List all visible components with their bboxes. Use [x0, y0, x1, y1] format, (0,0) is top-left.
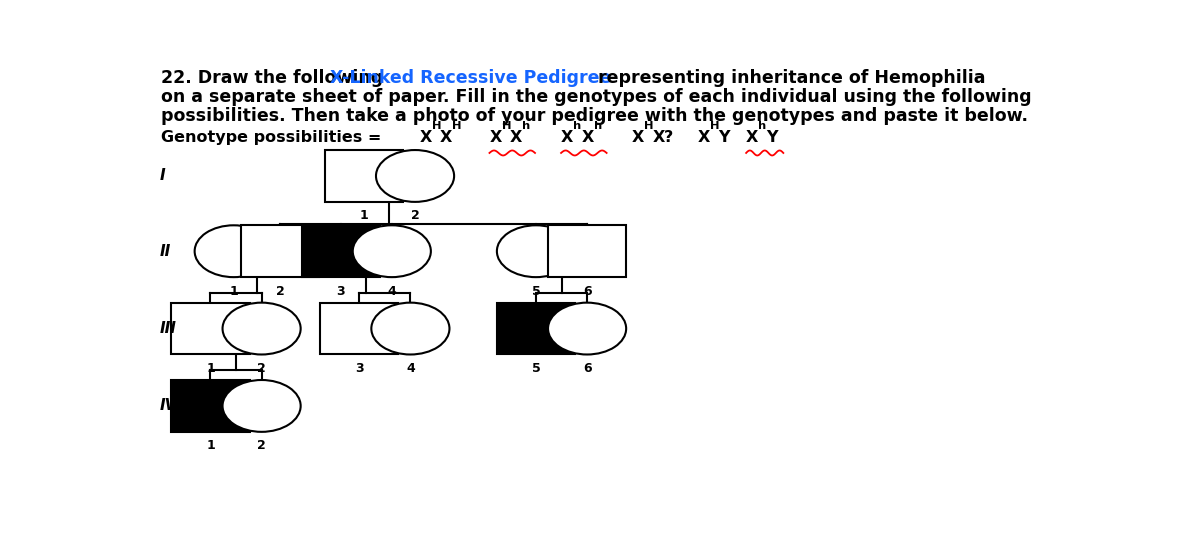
- Text: III: III: [160, 321, 176, 336]
- Text: 2: 2: [257, 439, 266, 452]
- Text: h: h: [522, 121, 530, 131]
- Text: h: h: [574, 121, 582, 131]
- Text: I: I: [160, 168, 164, 184]
- Text: X: X: [697, 130, 710, 145]
- Text: 6: 6: [583, 362, 592, 375]
- Text: H: H: [710, 121, 719, 131]
- Text: 5: 5: [532, 285, 540, 298]
- Text: h: h: [594, 121, 602, 131]
- Ellipse shape: [371, 302, 450, 355]
- Text: IV: IV: [160, 399, 176, 413]
- FancyBboxPatch shape: [241, 225, 319, 277]
- Text: II: II: [160, 244, 170, 258]
- Text: X: X: [510, 130, 522, 145]
- FancyBboxPatch shape: [325, 150, 403, 202]
- Text: representing inheritance of Hemophilia: representing inheritance of Hemophilia: [592, 70, 985, 87]
- Ellipse shape: [548, 302, 626, 355]
- Text: X: X: [420, 130, 432, 145]
- Ellipse shape: [194, 225, 272, 277]
- Text: 4: 4: [388, 285, 396, 298]
- Text: possibilities. Then take a photo of your pedigree with the genotypes and paste i: possibilities. Then take a photo of your…: [161, 107, 1028, 125]
- Text: 3: 3: [336, 285, 344, 298]
- Text: on a separate sheet of paper. Fill in the genotypes of each individual using the: on a separate sheet of paper. Fill in th…: [161, 88, 1032, 106]
- Text: H: H: [502, 121, 511, 131]
- FancyBboxPatch shape: [548, 225, 626, 277]
- Text: X: X: [562, 130, 574, 145]
- Text: 1: 1: [229, 285, 238, 298]
- Text: ?: ?: [665, 130, 673, 145]
- Text: X: X: [653, 130, 665, 145]
- Text: X: X: [582, 130, 594, 145]
- Text: H: H: [432, 121, 442, 131]
- Text: h: h: [758, 121, 767, 131]
- FancyBboxPatch shape: [497, 302, 575, 355]
- FancyBboxPatch shape: [301, 225, 379, 277]
- Text: 2: 2: [257, 362, 266, 375]
- Text: 3: 3: [355, 362, 364, 375]
- Text: H: H: [452, 121, 462, 131]
- Ellipse shape: [376, 150, 454, 202]
- Text: Genotype possibilities =: Genotype possibilities =: [161, 130, 388, 145]
- Text: X-Linked Recessive Pedigree: X-Linked Recessive Pedigree: [330, 70, 612, 87]
- FancyBboxPatch shape: [320, 302, 398, 355]
- Text: 1: 1: [206, 439, 215, 452]
- Text: X: X: [746, 130, 758, 145]
- FancyBboxPatch shape: [172, 302, 250, 355]
- Text: Y: Y: [767, 130, 778, 145]
- Text: 2: 2: [276, 285, 284, 298]
- Text: 5: 5: [532, 362, 540, 375]
- Text: 6: 6: [583, 285, 592, 298]
- FancyBboxPatch shape: [172, 380, 250, 432]
- Ellipse shape: [222, 380, 301, 432]
- Text: 1: 1: [360, 210, 368, 223]
- Text: 1: 1: [206, 362, 215, 375]
- Text: 4: 4: [406, 362, 415, 375]
- Text: H: H: [644, 121, 653, 131]
- Text: Y: Y: [719, 130, 730, 145]
- Text: X: X: [631, 130, 644, 145]
- Text: X: X: [490, 130, 502, 145]
- Ellipse shape: [222, 302, 301, 355]
- Ellipse shape: [497, 225, 575, 277]
- Ellipse shape: [353, 225, 431, 277]
- Text: X: X: [440, 130, 452, 145]
- Text: 22. Draw the following: 22. Draw the following: [161, 70, 389, 87]
- Text: 2: 2: [410, 210, 420, 223]
